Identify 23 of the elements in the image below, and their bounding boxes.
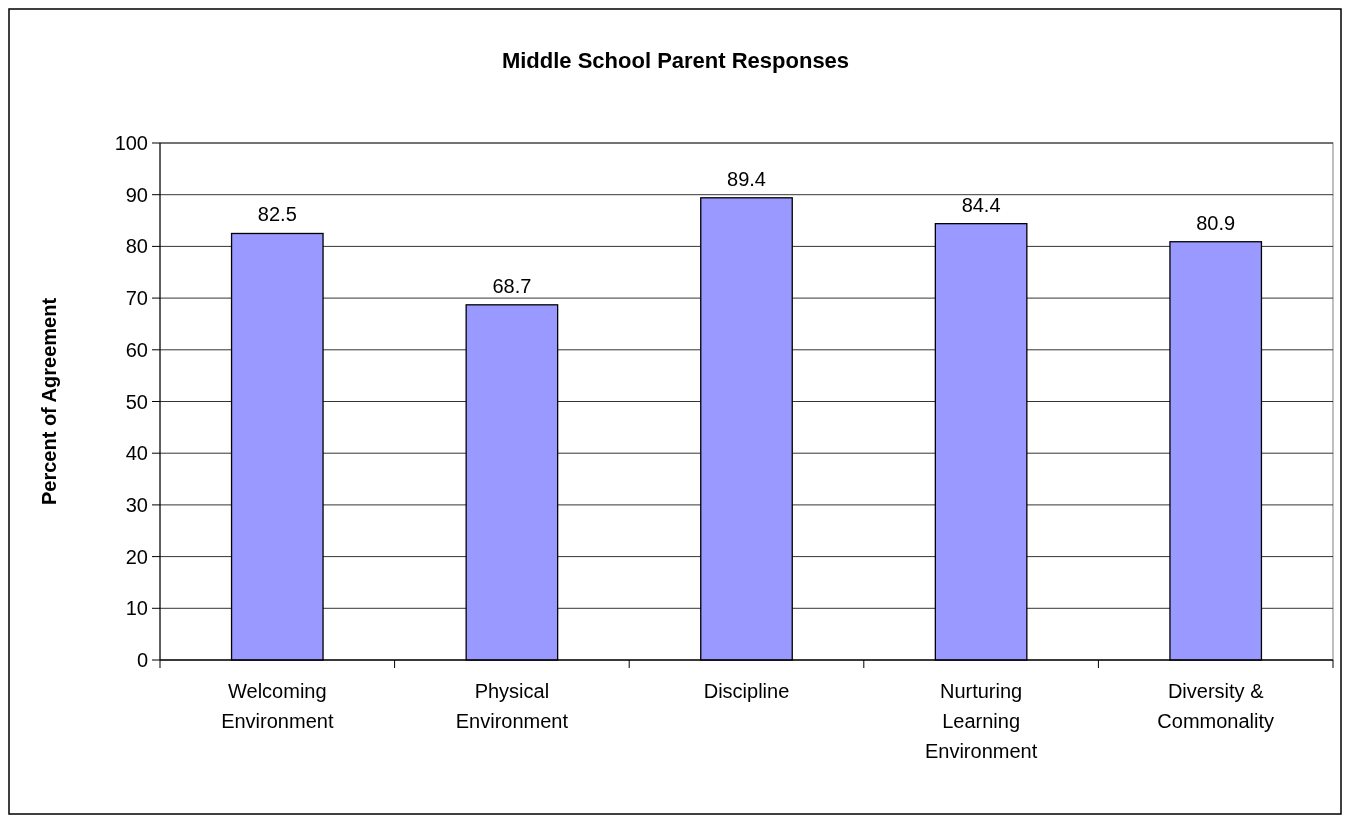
chart-title: Middle School Parent Responses bbox=[501, 48, 850, 73]
data-label: 80.9 bbox=[1196, 211, 1236, 234]
data-label: 82.5 bbox=[257, 203, 297, 226]
data-label: 89.4 bbox=[727, 167, 766, 190]
x-tick-label: Discipline bbox=[703, 680, 790, 702]
y-tick-label: 90 bbox=[125, 183, 148, 206]
y-tick-label: 0 bbox=[136, 649, 148, 671]
y-tick-label: 80 bbox=[125, 235, 148, 258]
x-tick-label: Physical Environment bbox=[455, 680, 569, 732]
y-tick-label: 70 bbox=[125, 287, 148, 310]
y-tick-label: 100 bbox=[114, 132, 148, 154]
x-tick-label: Welcoming Environment bbox=[221, 680, 334, 732]
data-label: 68.7 bbox=[492, 274, 532, 297]
y-tick-label: 20 bbox=[125, 545, 148, 568]
y-tick-label: 30 bbox=[125, 493, 148, 516]
x-tick-label: Diversity & Commonality bbox=[1157, 680, 1275, 732]
y-tick-label: 50 bbox=[125, 390, 148, 413]
data-label: 84.4 bbox=[961, 193, 1001, 216]
y-tick-label: 60 bbox=[125, 338, 148, 361]
y-tick-label: 40 bbox=[125, 442, 148, 465]
x-tick-label: Nurturing Learning Environment bbox=[924, 680, 1038, 762]
y-axis-title: Percent of Agreement bbox=[38, 297, 60, 506]
y-tick-label: 10 bbox=[125, 597, 148, 620]
